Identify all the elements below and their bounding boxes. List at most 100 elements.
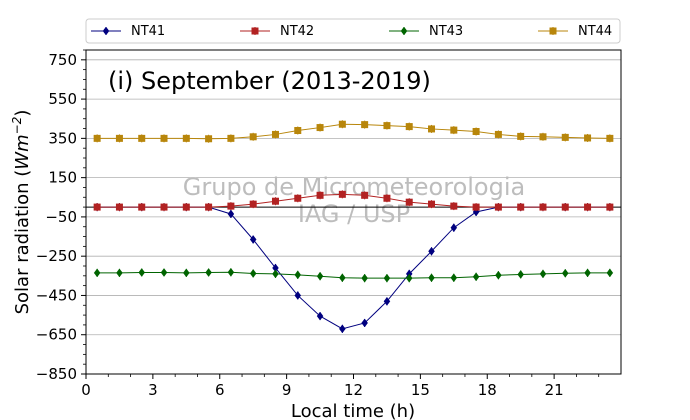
series-line-nt42 xyxy=(97,193,610,208)
data-point-nt44 xyxy=(606,134,614,142)
data-point-nt44 xyxy=(494,130,502,138)
data-point-nt43 xyxy=(227,267,235,277)
data-point-nt44 xyxy=(316,124,324,132)
legend-label: NT41 xyxy=(131,24,165,39)
x-tick-label: 12 xyxy=(344,381,363,399)
data-point-nt42 xyxy=(606,203,614,211)
x-tick-label: 0 xyxy=(81,381,91,399)
data-point-nt41 xyxy=(316,311,324,321)
data-point-nt42 xyxy=(294,194,302,202)
data-point-nt43 xyxy=(561,268,569,278)
x-tick-label: 6 xyxy=(215,381,225,399)
data-point-nt43 xyxy=(472,272,480,282)
y-tick-label: 750 xyxy=(48,51,77,69)
data-point-nt42 xyxy=(450,202,458,210)
legend-swatch-marker xyxy=(400,26,408,36)
series-line-nt43 xyxy=(97,271,610,279)
legend-label: NT44 xyxy=(578,24,612,39)
y-tick-label: −250 xyxy=(36,247,77,265)
y-tick-label: −850 xyxy=(36,365,77,383)
data-point-nt44 xyxy=(517,132,525,140)
data-point-nt42 xyxy=(472,203,480,211)
y-tick-label: 350 xyxy=(48,129,77,147)
data-point-nt42 xyxy=(561,203,569,211)
chart-title: (i) September (2013-2019) xyxy=(108,67,431,95)
data-point-nt44 xyxy=(338,120,346,128)
x-axis: 0 3 6 9 12 15 18 21 xyxy=(81,374,600,399)
data-point-nt44 xyxy=(383,122,391,130)
series-line-nt44 xyxy=(97,123,610,140)
data-point-nt42 xyxy=(428,200,436,208)
y-axis-title-close: ) xyxy=(12,110,33,117)
y-tick-label: 150 xyxy=(48,169,77,187)
data-point-nt42 xyxy=(227,202,235,210)
data-point-nt44 xyxy=(428,125,436,133)
data-point-nt41 xyxy=(227,209,235,219)
data-point-nt43 xyxy=(339,273,346,283)
y-axis-title-exponent: −2 xyxy=(10,117,24,135)
data-point-nt41 xyxy=(361,318,368,328)
data-point-nt44 xyxy=(539,133,547,141)
data-point-nt43 xyxy=(316,271,324,281)
legend-box xyxy=(85,18,621,44)
data-point-nt42 xyxy=(316,191,324,199)
data-point-nt42 xyxy=(539,203,547,211)
y-axis-title-unit: Wm xyxy=(12,134,33,169)
data-point-nt44 xyxy=(249,133,257,141)
data-point-nt43 xyxy=(517,270,525,279)
data-point-nt43 xyxy=(116,268,123,278)
data-point-nt44 xyxy=(205,135,213,143)
data-point-nt42 xyxy=(494,203,502,211)
data-point-nt43 xyxy=(138,268,146,277)
data-point-nt44 xyxy=(160,134,168,142)
data-point-nt42 xyxy=(584,203,592,211)
legend-label: NT43 xyxy=(429,24,463,39)
data-point-nt42 xyxy=(160,203,168,211)
data-point-nt41 xyxy=(428,246,435,256)
data-point-nt43 xyxy=(93,268,101,278)
x-tick-label: 18 xyxy=(478,381,497,399)
data-point-nt42 xyxy=(361,191,369,199)
y-axis: −850 −650 −450 −250 −50 150 350 550 750 xyxy=(36,49,86,383)
data-point-nt42 xyxy=(205,203,213,211)
legend-item-nt43: NT43 xyxy=(389,24,463,39)
series-nt42 xyxy=(93,190,614,212)
x-tick-label: 9 xyxy=(282,381,292,399)
data-point-nt43 xyxy=(606,268,614,278)
legend-swatch-marker xyxy=(251,27,259,35)
data-point-nt43 xyxy=(294,270,302,280)
series-nt44 xyxy=(93,120,614,143)
data-point-nt44 xyxy=(584,134,592,142)
watermark-line-1: Grupo de Micrometeorologia xyxy=(183,173,525,201)
data-point-nt44 xyxy=(138,134,146,142)
data-point-nt43 xyxy=(428,273,435,283)
data-point-nt44 xyxy=(472,127,480,135)
data-point-nt41 xyxy=(383,296,391,306)
data-point-nt43 xyxy=(249,269,257,278)
x-axis-title: Local time (h) xyxy=(291,401,415,420)
data-point-nt43 xyxy=(405,273,413,283)
x-tick-label: 15 xyxy=(411,381,430,399)
data-point-nt43 xyxy=(584,268,591,278)
data-point-nt43 xyxy=(272,269,279,279)
data-point-nt43 xyxy=(160,268,168,277)
y-axis-title: Solar radiation (Wm−2) xyxy=(10,110,33,315)
data-point-nt41 xyxy=(339,324,346,334)
data-point-nt42 xyxy=(93,203,101,211)
data-point-nt42 xyxy=(271,197,279,205)
legend-swatch-marker xyxy=(102,26,110,36)
y-tick-label: −650 xyxy=(36,326,77,344)
legend-item-nt44: NT44 xyxy=(538,24,612,39)
watermark-line-2: IAG / USP xyxy=(298,200,410,228)
data-point-nt42 xyxy=(182,203,190,211)
x-tick-label: 3 xyxy=(148,381,158,399)
legend-item-nt42: NT42 xyxy=(240,24,314,39)
data-point-nt41 xyxy=(249,235,257,244)
x-tick-label: 21 xyxy=(545,381,564,399)
data-point-nt43 xyxy=(450,273,458,283)
data-point-nt44 xyxy=(450,126,458,134)
data-point-nt43 xyxy=(383,273,391,283)
y-tick-label: 550 xyxy=(48,90,77,108)
legend-swatch-marker xyxy=(549,27,557,35)
